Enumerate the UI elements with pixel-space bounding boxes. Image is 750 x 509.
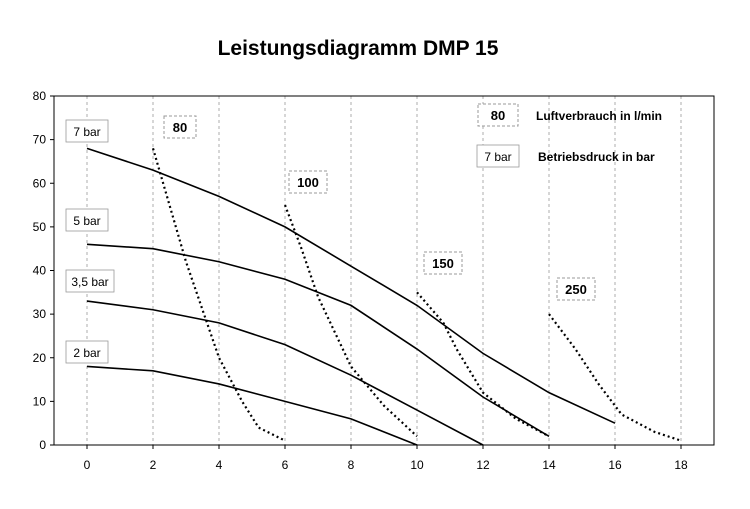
air-consumption-label: 250 [565,282,587,297]
legend-air-text: Luftverbrauch in l/min [536,109,662,123]
pressure-label: 5 bar [73,214,100,228]
pressure-curves [86,147,616,446]
y-tick-label: 0 [39,438,46,452]
air-consumption-line [416,291,550,438]
y-tick-label: 30 [33,307,47,321]
pressure-label: 2 bar [73,346,100,360]
air-consumption-label: 100 [297,175,319,190]
x-tick-label: 6 [282,458,289,472]
air-consumption-line [548,313,682,442]
air-consumption-label: 150 [432,256,454,271]
pressure-label-box [65,340,109,364]
y-tick-label: 40 [33,264,47,278]
x-tick-label: 2 [150,458,157,472]
x-tick-label: 10 [410,458,424,472]
y-tick-label: 60 [33,176,47,190]
x-tick-label: 0 [84,458,91,472]
air-label-box [163,115,197,139]
pressure-line [86,365,418,446]
x-tick-label: 18 [674,458,688,472]
air-consumption-line [283,204,418,438]
pressure-label-box [65,119,109,143]
legend-pressure-box [476,144,520,168]
legend-air-symbol: 80 [491,108,505,123]
pressure-line [86,300,484,446]
plot-frame [53,95,715,446]
pressure-label-box [65,208,109,232]
y-tick-label: 80 [33,89,47,103]
x-axis-ticks: 0 2 4 6 8 10 12 14 16 18 [84,445,688,472]
y-axis-ticks: 0 10 20 30 40 50 60 70 80 [33,89,54,452]
air-label-box [423,251,463,275]
x-tick-label: 16 [608,458,622,472]
legend-pressure-symbol: 7 bar [484,150,511,164]
air-consumption-label: 80 [173,120,187,135]
legend-pressure-text: Betriebsdruck in bar [538,150,655,164]
pressure-line [86,147,616,424]
legend: 80 Luftverbrauch in l/min 7 bar Betriebs… [476,103,662,168]
legend-air-box [477,103,519,127]
pressure-label-box [65,269,115,293]
grid [86,96,682,445]
x-tick-label: 4 [216,458,223,472]
pressure-label: 3,5 bar [71,275,108,289]
y-tick-label: 70 [33,133,47,147]
air-consumption-curves [151,148,682,442]
pressure-line [86,243,550,437]
x-tick-label: 8 [348,458,355,472]
curve-labels: 7 bar 5 bar 3,5 bar 2 bar 80 100 150 250 [65,115,596,364]
y-tick-label: 20 [33,351,47,365]
air-label-box [288,170,328,194]
x-tick-label: 14 [542,458,556,472]
air-label-box [556,277,596,301]
chart-title: Leistungsdiagramm DMP 15 [218,37,499,60]
y-tick-label: 10 [33,394,47,408]
x-tick-label: 12 [476,458,490,472]
pressure-label: 7 bar [73,125,100,139]
y-tick-label: 50 [33,220,47,234]
